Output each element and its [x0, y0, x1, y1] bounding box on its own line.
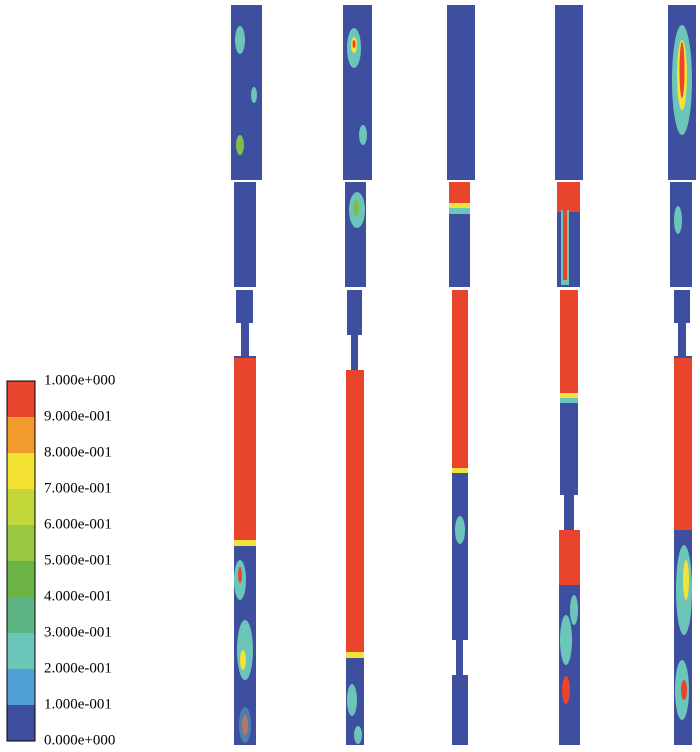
legend-label: 2.000e-001	[44, 660, 112, 676]
legend-label: 5.000e-001	[44, 552, 112, 568]
legend-label: 4.000e-001	[44, 588, 112, 604]
color-legend: 1.000e+000 9.000e-001 8.000e-001 7.000e-001…	[6, 372, 115, 748]
legend-frame	[6, 380, 36, 742]
pipe-4	[555, 5, 583, 745]
pipe-1	[231, 5, 262, 745]
legend-swatch	[7, 381, 35, 417]
legend-label: 1.000e+000	[44, 372, 115, 388]
legend-swatch	[7, 525, 35, 561]
legend-swatch	[7, 597, 35, 633]
pipe-2	[343, 5, 372, 745]
legend-label: 9.000e-001	[44, 408, 112, 424]
legend-label: 1.000e-001	[44, 696, 112, 712]
legend-label: 6.000e-001	[44, 516, 112, 532]
legend-label: 7.000e-001	[44, 480, 112, 496]
pipe-5	[668, 5, 696, 745]
legend-label: 0.000e+000	[44, 732, 115, 748]
legend-swatch	[7, 669, 35, 705]
legend-label: 3.000e-001	[44, 624, 112, 640]
legend-swatch	[7, 453, 35, 489]
legend-label: 8.000e-001	[44, 444, 112, 460]
legend-swatch	[7, 489, 35, 525]
pipe-3	[447, 5, 475, 745]
legend-swatch	[7, 417, 35, 453]
legend-swatch	[7, 633, 35, 669]
legend-swatch	[7, 561, 35, 597]
legend-swatch	[7, 705, 35, 741]
